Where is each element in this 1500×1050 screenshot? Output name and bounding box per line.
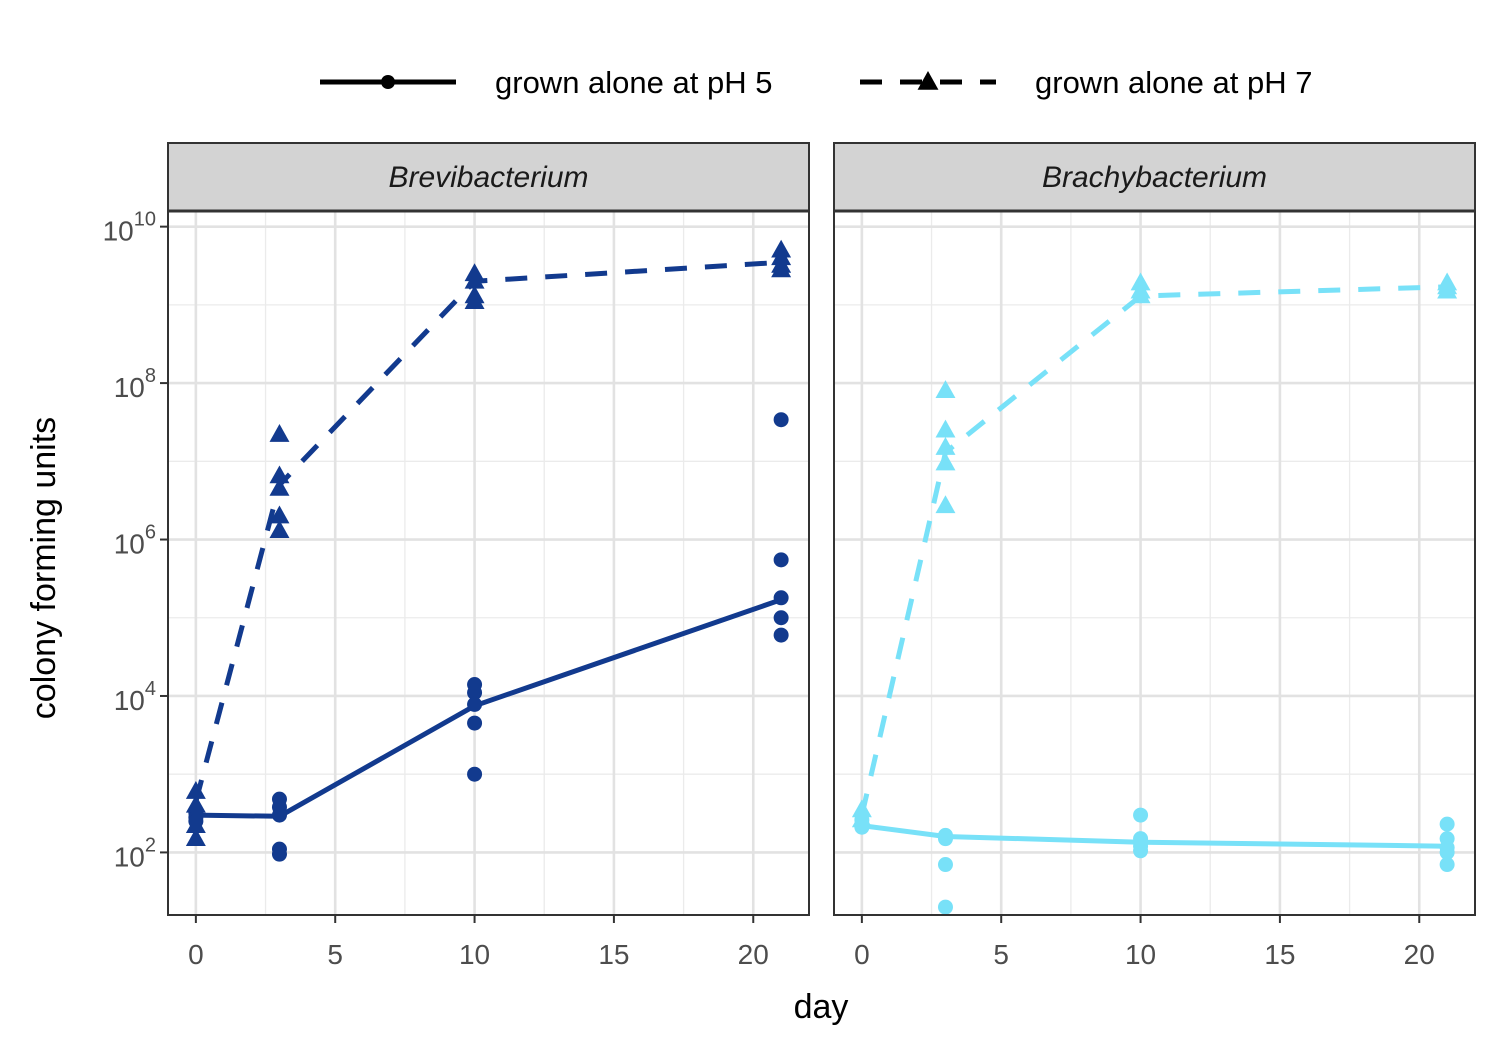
y-tick-label: 1010 — [103, 209, 156, 247]
panel-background — [834, 211, 1475, 915]
data-point-circle — [773, 552, 789, 568]
data-point-triangle — [935, 419, 956, 438]
data-point-circle — [271, 846, 287, 862]
x-tick-label: 5 — [327, 939, 343, 970]
data-point-triangle — [464, 291, 485, 309]
x-tick-label: 15 — [1264, 939, 1295, 970]
data-point-circle — [1133, 843, 1149, 859]
data-point-circle — [467, 715, 483, 731]
data-point-circle — [937, 831, 953, 847]
strip-background — [167, 142, 810, 212]
data-point-triangle — [851, 809, 872, 828]
y-tick-label: 102 — [114, 834, 156, 872]
data-point-triangle — [185, 815, 206, 833]
panel-background — [168, 211, 809, 915]
series-line-ph5 — [195, 597, 782, 819]
legend: grown alone at pH 5 grown alone at pH 7 — [320, 65, 1312, 100]
data-point-circle — [773, 627, 789, 643]
data-point-circle — [1439, 844, 1455, 860]
x-tick-label: 20 — [1404, 939, 1435, 970]
x-tick-label: 0 — [188, 939, 204, 970]
y-axis-title: colony forming units — [25, 417, 63, 719]
data-point-triangle — [464, 270, 485, 289]
data-point-triangle — [935, 495, 956, 514]
legend-label: grown alone at pH 5 — [495, 65, 772, 100]
panel-1: Brachybacterium 0 5 10 15 20 — [833, 142, 1476, 970]
panel-0: Brevibacterium 0 5 10 15 20 102 104 106 108 1010 — [103, 142, 810, 970]
data-point-triangle — [269, 520, 290, 538]
data-point-circle — [773, 610, 789, 626]
data-point-triangle — [269, 465, 290, 484]
data-point-triangle — [935, 380, 956, 399]
series-line-ph7 — [193, 259, 782, 802]
data-point-triangle — [771, 259, 792, 278]
data-point-circle — [467, 766, 483, 782]
data-point-triangle — [935, 452, 956, 471]
data-point-circle — [1439, 816, 1455, 832]
y-tick-label: 104 — [114, 678, 156, 716]
data-point-triangle — [851, 799, 872, 818]
strip-background — [833, 142, 1476, 212]
y-tick-label: 106 — [114, 522, 156, 560]
legend-label: grown alone at pH 7 — [1035, 65, 1312, 100]
x-tick-label: 5 — [993, 939, 1009, 970]
data-point-triangle — [1130, 285, 1151, 304]
legend-key-marker — [917, 71, 939, 90]
x-tick-label: 10 — [1125, 939, 1156, 970]
data-point-circle — [1439, 857, 1455, 873]
x-tick-label: 15 — [598, 939, 629, 970]
data-point-circle — [467, 685, 483, 701]
series-line-ph7 — [859, 284, 1448, 816]
data-point-triangle — [1437, 280, 1458, 299]
x-tick-label: 20 — [738, 939, 769, 970]
data-point-circle — [271, 807, 287, 823]
data-point-triangle — [185, 794, 206, 813]
x-axis-title: day — [794, 988, 849, 1026]
data-point-circle — [773, 412, 789, 428]
y-tick-label: 108 — [114, 365, 156, 403]
data-point-triangle — [935, 437, 956, 455]
x-tick-label: 0 — [854, 939, 870, 970]
strip-label: Brevibacterium — [388, 161, 588, 194]
data-point-circle — [1133, 807, 1149, 823]
data-point-triangle — [269, 424, 290, 442]
data-point-circle — [467, 696, 483, 712]
series-line-ph5 — [861, 823, 1448, 849]
data-point-circle — [773, 590, 789, 606]
data-point-circle — [937, 857, 953, 873]
legend-key-marker — [381, 75, 395, 89]
x-tick-label: 10 — [459, 939, 490, 970]
data-point-triangle — [185, 828, 206, 846]
data-point-triangle — [185, 781, 206, 799]
strip-label: Brachybacterium — [1042, 161, 1267, 194]
data-point-circle — [937, 899, 953, 915]
data-point-triangle — [269, 505, 290, 524]
data-point-triangle — [269, 477, 290, 496]
